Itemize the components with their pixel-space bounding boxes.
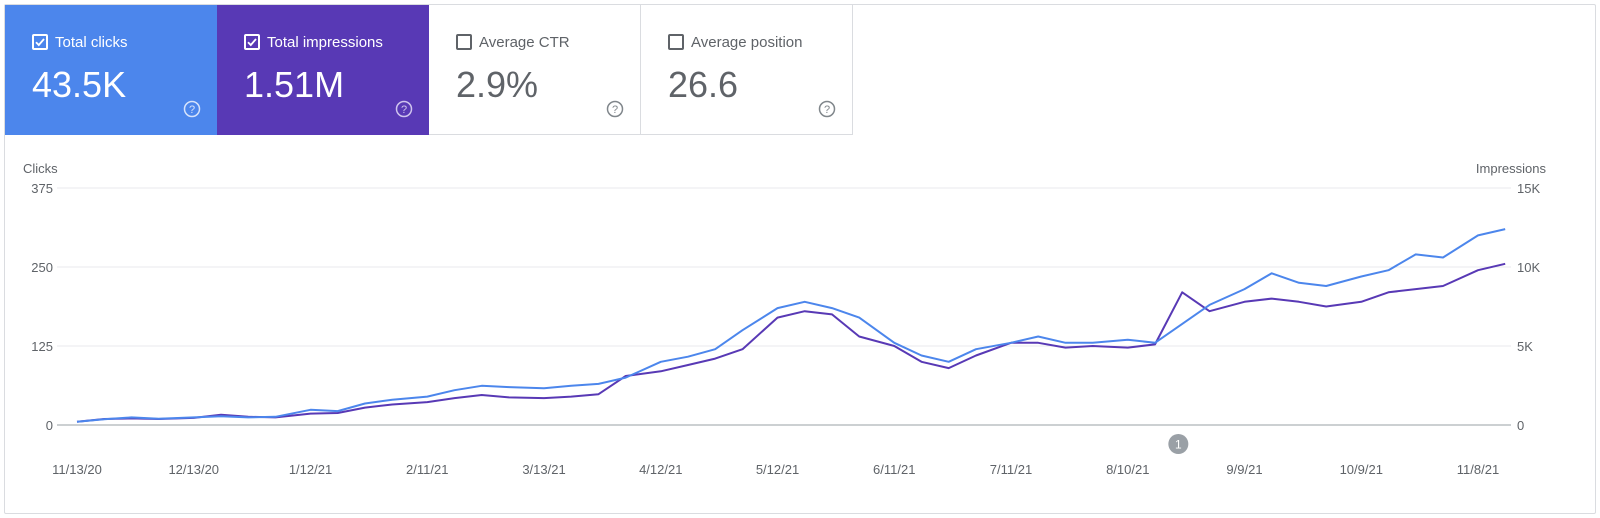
svg-text:?: ?: [612, 104, 618, 116]
x-tick-label: 3/13/21: [522, 462, 565, 477]
metric-cards: Total clicks 43.5K ? Total impressions 1…: [5, 5, 853, 135]
help-icon[interactable]: ?: [183, 100, 201, 118]
x-tick-label: 9/9/21: [1226, 462, 1262, 477]
x-tick-label: 10/9/21: [1340, 462, 1383, 477]
help-icon[interactable]: ?: [818, 100, 836, 118]
right-axis-label: Impressions: [1476, 161, 1547, 176]
x-tick-label: 8/10/21: [1106, 462, 1149, 477]
checkbox-unchecked-icon[interactable]: [456, 34, 472, 50]
x-tick-label: 12/13/20: [168, 462, 219, 477]
svg-text:?: ?: [824, 104, 830, 116]
x-tick-label: 7/11/21: [990, 462, 1032, 477]
metric-value: 43.5K: [32, 64, 127, 105]
series-lines: [76, 228, 1506, 423]
help-icon[interactable]: ?: [606, 100, 624, 118]
metric-card-average-ctr[interactable]: Average CTR 2.9% ?: [429, 5, 641, 135]
annotation-label: 1: [1175, 438, 1182, 452]
x-tick-label: 1/12/21: [289, 462, 332, 477]
left-tick-label: 125: [31, 339, 53, 354]
metric-card-total-impressions[interactable]: Total impressions 1.51M ?: [217, 5, 429, 135]
left-axis-ticks: 0 125 250 375: [31, 181, 53, 433]
x-tick-label: 4/12/21: [639, 462, 682, 477]
left-tick-label: 375: [31, 181, 53, 196]
left-axis-label: Clicks: [23, 161, 58, 176]
left-tick-label: 0: [46, 418, 53, 433]
right-tick-label: 15K: [1517, 181, 1540, 196]
annotation-badge: [1168, 434, 1189, 454]
series-line-clicks: [76, 228, 1506, 423]
metric-label: Average CTR: [479, 34, 570, 51]
right-tick-label: 10K: [1517, 260, 1540, 275]
metric-card-average-position[interactable]: Average position 26.6 ?: [641, 5, 853, 135]
x-axis-ticks: 11/13/20 12/13/20 1/12/21 2/11/21 3/13/21 4/1…: [52, 462, 1499, 477]
left-tick-label: 250: [31, 260, 53, 275]
checkbox-unchecked-icon[interactable]: [668, 34, 684, 50]
performance-panel: Total clicks 43.5K ? Total impressions 1…: [4, 4, 1596, 514]
right-tick-label: 0: [1517, 418, 1524, 433]
metric-label: Average position: [691, 34, 803, 51]
metric-value: 1.51M: [244, 64, 345, 105]
metric-value: 2.9%: [456, 64, 539, 105]
metric-label: Total clicks: [55, 34, 128, 51]
metric-value: 26.6: [668, 64, 739, 105]
x-tick-label: 6/11/21: [873, 462, 915, 477]
svg-text:?: ?: [401, 104, 407, 116]
x-tick-label: 11/8/21: [1457, 462, 1499, 477]
right-tick-label: 5K: [1517, 339, 1533, 354]
grid-lines: [57, 187, 1511, 426]
x-tick-label: 11/13/20: [52, 462, 102, 477]
checkbox-checked-icon[interactable]: [244, 34, 260, 50]
metric-card-total-clicks[interactable]: Total clicks 43.5K ?: [5, 5, 217, 135]
checkbox-checked-icon[interactable]: [32, 34, 48, 50]
x-tick-label: 5/12/21: [756, 462, 799, 477]
annotation-marker[interactable]: 1: [1168, 434, 1189, 454]
metric-label: Total impressions: [267, 34, 383, 51]
x-tick-label: 2/11/21: [406, 462, 448, 477]
series-line-impressions: [76, 262, 1506, 423]
right-axis-ticks: 0 5K 10K 15K: [1517, 181, 1540, 433]
svg-text:?: ?: [189, 104, 195, 116]
help-icon[interactable]: ?: [395, 100, 413, 118]
